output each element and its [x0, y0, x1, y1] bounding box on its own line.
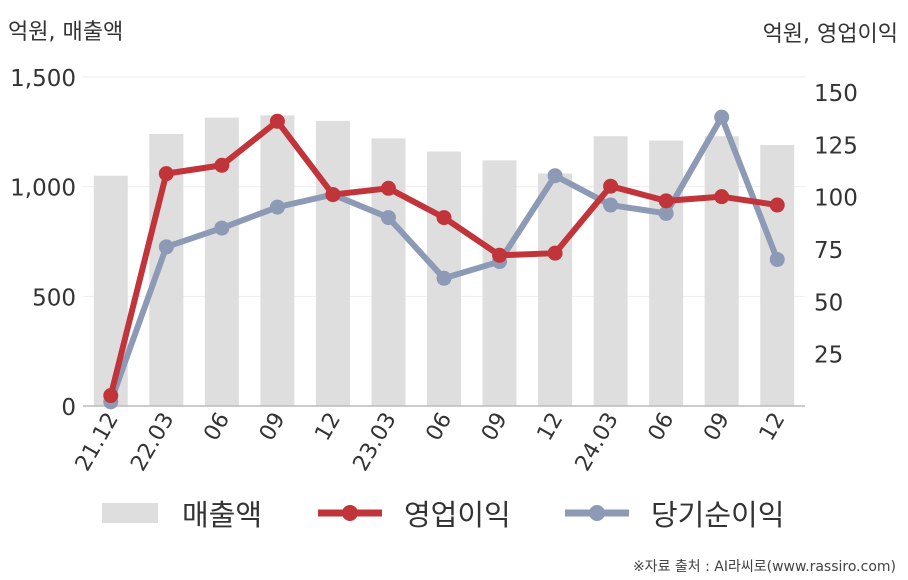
- bar-revenue: [704, 136, 739, 406]
- point-net-income: [436, 270, 452, 286]
- point-net-income: [158, 239, 174, 255]
- x-axis-tick-label: 22.03: [126, 409, 179, 476]
- point-operating-profit: [158, 166, 174, 182]
- left-axis-unit-label: 억원, 매출액: [8, 20, 124, 45]
- bar-revenue: [593, 136, 628, 406]
- bar-revenue: [315, 120, 350, 406]
- right-axis-unit-label: 억원, 영업이익: [762, 22, 898, 47]
- bar-revenue: [649, 140, 684, 406]
- x-axis-tick-label: 24.03: [571, 409, 624, 476]
- x-axis-tick-label: 12: [533, 409, 569, 446]
- right-axis-tick-label: 150: [814, 81, 858, 107]
- legend-label-operating-profit: 영업이익: [404, 498, 511, 532]
- legend-label-net-income: 당기순이익: [651, 498, 785, 532]
- right-axis-tick-label: 75: [814, 238, 843, 264]
- point-operating-profit: [325, 187, 341, 203]
- x-axis-tick-label: 06: [199, 409, 235, 446]
- point-operating-profit: [492, 247, 508, 263]
- point-operating-profit: [103, 388, 119, 404]
- x-axis-tick-label: 12: [755, 409, 791, 446]
- point-net-income: [214, 220, 230, 236]
- bar-revenue: [538, 173, 573, 406]
- point-net-income: [380, 210, 396, 226]
- point-operating-profit: [714, 189, 730, 205]
- legend-swatch-bar: [102, 503, 158, 523]
- left-axis-tick-label: 500: [32, 285, 76, 311]
- bar-series-layer: [93, 115, 795, 407]
- point-net-income: [658, 205, 674, 221]
- chart-plot-area: 0 500 1,000 1,500 25 50 75 100 125 150 21.12 22.03 0…: [10, 66, 858, 476]
- legend-item-operating-profit: 영업이익: [318, 488, 511, 538]
- x-axis-tick-label: 23.03: [349, 409, 402, 476]
- right-axis-tick-label: 25: [814, 343, 843, 369]
- source-note: ※자료 출처 : AI라씨로(www.rassiro.com): [632, 559, 896, 575]
- left-axis-tick-label: 1,500: [10, 66, 76, 92]
- point-operating-profit: [436, 210, 452, 226]
- right-axis-tick-label: 125: [814, 133, 858, 159]
- x-axis-tick-label: 09: [477, 409, 513, 446]
- left-axis-tick-label: 0: [61, 395, 76, 421]
- legend-item-revenue: 매출액: [102, 488, 262, 538]
- bar-revenue: [482, 160, 517, 406]
- x-axis-tick-label: 12: [310, 409, 346, 446]
- right-axis-tick-label: 50: [814, 290, 843, 316]
- point-net-income: [547, 168, 563, 184]
- point-operating-profit: [214, 157, 230, 173]
- x-axis-tick-label: 09: [699, 409, 735, 446]
- legend-swatch-line-gray: [565, 505, 629, 521]
- point-operating-profit: [603, 178, 619, 194]
- point-net-income: [714, 109, 730, 125]
- bar-revenue: [260, 115, 295, 406]
- x-axis-tick-label: 09: [255, 409, 291, 446]
- point-operating-profit: [380, 180, 396, 196]
- legend-swatch-line-red: [318, 505, 382, 521]
- x-axis-tick-label: 06: [422, 409, 458, 446]
- point-operating-profit: [547, 245, 563, 261]
- right-axis-tick-label: 100: [814, 186, 858, 212]
- point-net-income: [269, 199, 285, 215]
- point-operating-profit: [658, 193, 674, 209]
- bar-revenue: [371, 138, 406, 406]
- point-net-income: [603, 197, 619, 213]
- point-net-income: [769, 251, 785, 267]
- legend: 매출액 영업이익 당기순이익: [0, 488, 908, 538]
- x-axis-tick-label: 06: [644, 409, 680, 446]
- point-operating-profit: [769, 197, 785, 213]
- left-axis-tick-label: 1,000: [10, 176, 76, 202]
- legend-item-net-income: 당기순이익: [565, 488, 784, 538]
- x-axis-tick-label: 21.12: [71, 409, 124, 476]
- line-series-layer: [103, 109, 785, 410]
- legend-label-revenue: 매출액: [182, 498, 263, 532]
- point-operating-profit: [269, 113, 285, 129]
- bar-revenue: [760, 144, 795, 406]
